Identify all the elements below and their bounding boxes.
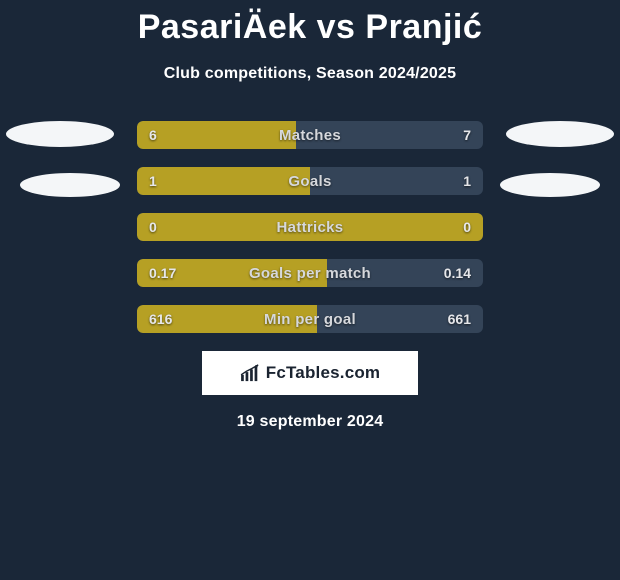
stat-bar-goals: 1 Goals 1 (137, 167, 483, 195)
player-oval-left-2 (20, 173, 120, 197)
stat-bar-min-per-goal: 616 Min per goal 661 (137, 305, 483, 333)
stat-value-right: 1 (463, 167, 471, 195)
stat-bar-left (137, 259, 327, 287)
player-oval-left-1 (6, 121, 114, 147)
player-oval-right-1 (506, 121, 614, 147)
stat-bar-hattricks: 0 Hattricks 0 (137, 213, 483, 241)
page-title: PasariÄek vs Pranjić (0, 0, 620, 47)
date-label: 19 september 2024 (0, 413, 620, 431)
bars-growth-icon (240, 364, 262, 382)
comparison-content: 6 Matches 7 1 Goals 1 0 Hattricks 0 0.17… (0, 121, 620, 431)
stat-bar-goals-per-match: 0.17 Goals per match 0.14 (137, 259, 483, 287)
brand-watermark: FcTables.com (202, 351, 418, 395)
stat-bars: 6 Matches 7 1 Goals 1 0 Hattricks 0 0.17… (137, 121, 483, 333)
stat-bar-left (137, 213, 483, 241)
player-oval-right-2 (500, 173, 600, 197)
stat-value-right: 7 (463, 121, 471, 149)
stat-bar-matches: 6 Matches 7 (137, 121, 483, 149)
subtitle: Club competitions, Season 2024/2025 (0, 65, 620, 83)
stat-value-right: 0.14 (444, 259, 471, 287)
brand-text: FcTables.com (266, 363, 381, 383)
stat-bar-left (137, 305, 317, 333)
stat-value-right: 661 (448, 305, 471, 333)
stat-bar-left (137, 121, 296, 149)
stat-bar-left (137, 167, 310, 195)
